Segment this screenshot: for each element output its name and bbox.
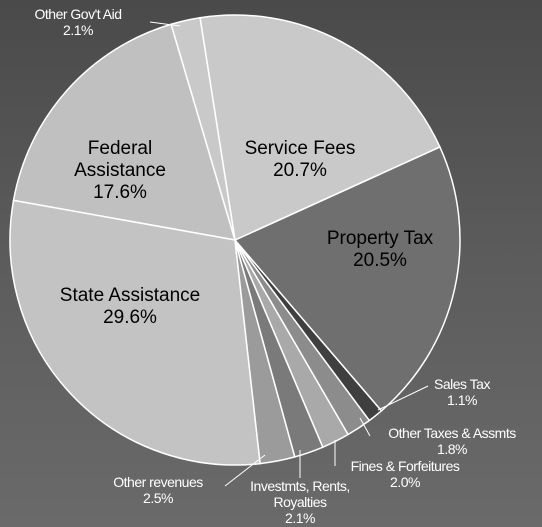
slice-label: Other Gov't Aid 2.1%	[18, 6, 138, 38]
slice-name: Other Taxes & Assmts	[388, 425, 516, 441]
slice-value: 20.7%	[273, 159, 327, 181]
slice-value: 2.1%	[63, 22, 93, 39]
slice-name: Investmts, Rents, Royalties	[250, 478, 350, 511]
slice-label: Federal Assistance 17.6%	[45, 138, 195, 204]
slice-label: Sales Tax 1.1%	[422, 376, 502, 408]
slice-value: 17.6%	[93, 181, 147, 203]
pie-slice	[233, 145, 461, 412]
slice-label: State Assistance 29.6%	[30, 285, 230, 329]
leader-line	[149, 21, 181, 27]
slice-name: Other revenues	[113, 474, 203, 490]
slice-label: Other Taxes & Assmts 1.8%	[362, 425, 542, 457]
slice-label: Service Fees 20.7%	[230, 138, 370, 182]
slice-name: Sales Tax	[434, 376, 490, 392]
slice-label: Other revenues 2.5%	[98, 474, 218, 506]
pie-slice	[199, 14, 441, 242]
slice-name: Fines & Forfeitures	[350, 458, 460, 474]
slice-label: Investmts, Rents, Royalties 2.1%	[225, 478, 375, 526]
leader-line	[359, 417, 371, 437]
slice-label: Property Tax 20.5%	[310, 228, 450, 272]
slice-name: State Assistance	[59, 285, 201, 306]
slice-name: Service Fees	[244, 138, 356, 159]
slice-name: Other Gov't Aid	[34, 6, 123, 22]
slice-name: Property Tax	[326, 228, 434, 249]
slice-value: 20.5%	[353, 249, 407, 271]
leader-line	[377, 385, 429, 411]
pie-slice	[170, 16, 236, 241]
slice-value: 2.1%	[285, 510, 315, 527]
slice-value: 1.1%	[447, 392, 477, 409]
slice-name: Federal Assistance	[74, 138, 166, 181]
slice-value: 2.0%	[390, 474, 420, 491]
pie-slice	[9, 199, 261, 466]
pie-slice	[12, 23, 237, 241]
slice-value: 29.6%	[103, 306, 157, 328]
leader-line	[224, 454, 266, 487]
slice-value: 2.5%	[143, 490, 173, 507]
slice-label: Fines & Forfeitures 2.0%	[340, 458, 470, 490]
slice-value: 1.8%	[437, 441, 467, 458]
leader-lines	[149, 21, 429, 487]
